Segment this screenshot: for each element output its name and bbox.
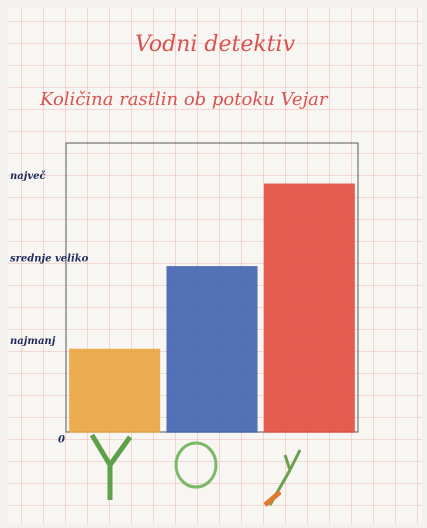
- graph-grid: [8, 8, 422, 524]
- y-tick-label: največ: [10, 171, 46, 182]
- chart-subtitle: Količina rastlin ob potoku Vejar: [39, 89, 329, 110]
- y-tick-label: 0: [58, 435, 65, 446]
- y-tick-label: srednje veliko: [10, 253, 89, 264]
- y-tick-label: najmanj: [10, 336, 56, 347]
- bar: [263, 183, 355, 433]
- chart-title: Vodni detektiv: [135, 32, 296, 57]
- bar: [166, 266, 258, 433]
- plant-icons: [89, 433, 302, 507]
- bar: [69, 348, 161, 433]
